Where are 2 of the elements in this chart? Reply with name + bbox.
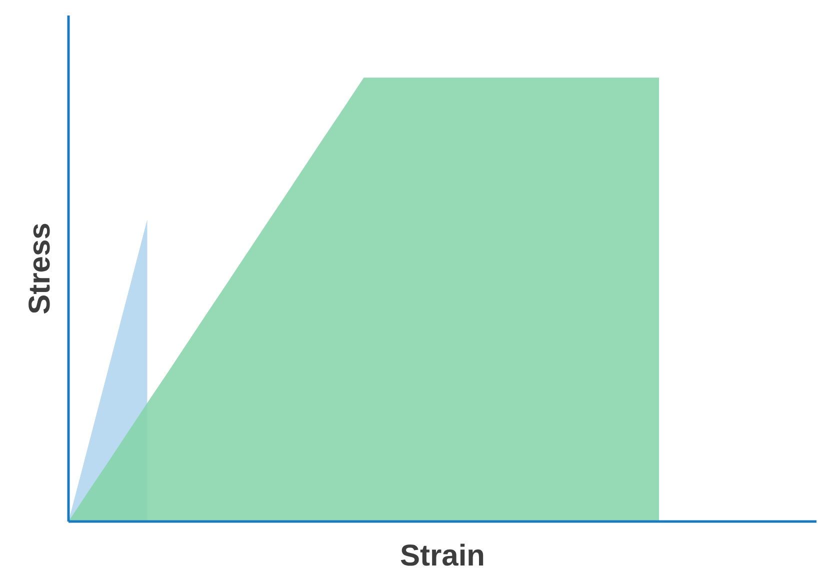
y-axis-title: Stress [24, 222, 56, 314]
x-axis-title: Strain [400, 540, 486, 572]
